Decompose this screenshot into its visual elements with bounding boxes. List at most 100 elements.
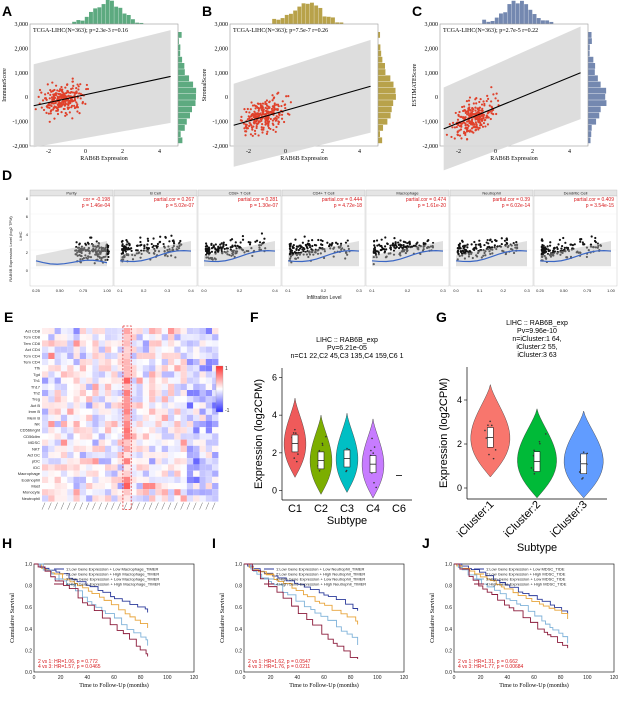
heatmap-cell xyxy=(86,464,93,471)
data-point xyxy=(76,110,79,113)
heatmap-cell xyxy=(155,396,162,403)
heatmap-cell xyxy=(142,371,150,378)
x-tick-label: 0 xyxy=(243,675,246,681)
top-histogram-bar xyxy=(80,20,85,24)
heatmap-cell xyxy=(205,359,213,366)
data-point xyxy=(270,107,274,111)
data-point xyxy=(73,104,76,108)
top-histogram-bar xyxy=(301,3,306,24)
data-point xyxy=(131,258,135,261)
heatmap-cell xyxy=(73,365,80,372)
data-point xyxy=(472,123,475,126)
data-point xyxy=(490,100,493,103)
row-label: Eosinophil xyxy=(22,477,41,482)
right-histogram-bar xyxy=(588,63,596,69)
data-point xyxy=(486,248,490,251)
data-point xyxy=(500,237,503,240)
data-point xyxy=(545,250,548,253)
heatmap-cell xyxy=(86,433,93,440)
right-histogram-bar xyxy=(378,125,384,131)
data-point xyxy=(107,250,110,253)
x-tick-label: 2 xyxy=(531,149,534,155)
y-tick-label: 0.8 xyxy=(235,584,242,590)
heatmap-cell xyxy=(123,377,131,384)
data-point xyxy=(431,241,435,245)
data-point xyxy=(56,108,60,111)
data-point xyxy=(376,244,379,247)
data-point xyxy=(512,241,515,245)
data-point xyxy=(68,111,71,114)
heatmap-cell xyxy=(212,439,219,446)
heatmap-cell xyxy=(155,377,162,384)
y-tick-label: 2,000 xyxy=(425,46,439,52)
data-point xyxy=(248,121,251,124)
data-point xyxy=(80,245,84,248)
data-point xyxy=(130,247,133,250)
heatmap-cell xyxy=(111,452,118,459)
y-tick-label: 0.0 xyxy=(445,670,452,676)
data-point xyxy=(560,247,563,250)
data-point xyxy=(389,246,392,249)
row-label: Th17 xyxy=(31,384,41,389)
data-point xyxy=(51,90,54,93)
heatmap-cell xyxy=(105,452,112,459)
heatmap-cell xyxy=(98,464,105,471)
jitter-point xyxy=(533,449,535,452)
heatmap-cell xyxy=(98,433,105,440)
column-label-tick xyxy=(48,502,52,510)
data-point xyxy=(164,236,167,239)
data-point xyxy=(275,118,278,121)
data-point xyxy=(96,250,99,253)
facet-title: CD4+ T Cell xyxy=(313,190,335,195)
data-point xyxy=(273,102,276,105)
heatmap-cell xyxy=(205,483,213,490)
heatmap-cell xyxy=(92,365,99,372)
data-point xyxy=(46,83,49,86)
heatmap-cell xyxy=(98,476,105,483)
heatmap-cell xyxy=(79,408,87,415)
heatmap-cell xyxy=(180,408,187,415)
heatmap-cell xyxy=(98,439,105,446)
heatmap-cell xyxy=(54,371,61,378)
heatmap-cell xyxy=(79,458,87,465)
panel-letter: F xyxy=(250,309,259,325)
jitter-point xyxy=(292,432,295,434)
data-point xyxy=(250,247,253,250)
data-point xyxy=(217,250,220,253)
data-point xyxy=(146,243,149,246)
heatmap-cell xyxy=(155,352,162,359)
data-point xyxy=(326,241,329,244)
column-label-tick xyxy=(130,502,134,510)
data-point xyxy=(281,100,284,103)
data-point xyxy=(289,244,292,247)
heatmap-cell xyxy=(180,334,187,341)
stat-pvalue: p = 1.30e-07 xyxy=(250,203,278,209)
data-point xyxy=(470,127,474,130)
x-tick-label: 80 xyxy=(138,675,144,681)
loess-line xyxy=(455,250,528,263)
heatmap-cell xyxy=(186,483,194,490)
x-tick-label: 120 xyxy=(190,675,199,681)
heatmap-cell xyxy=(117,464,124,471)
right-histogram-bar xyxy=(588,125,592,131)
plot-title: n=C1 22,C2 45,C3 135,C4 159,C6 1 xyxy=(290,353,403,360)
heatmap-cell xyxy=(136,483,143,490)
y-tick-label: 2 xyxy=(272,448,277,458)
data-point xyxy=(576,250,579,253)
data-point xyxy=(53,117,56,120)
data-point xyxy=(78,92,81,95)
heatmap-cell xyxy=(149,340,156,347)
data-point xyxy=(265,118,269,122)
data-point xyxy=(472,248,475,251)
heatmap-cell xyxy=(42,396,49,403)
data-point xyxy=(515,243,519,246)
x-tick-label: 0.0 xyxy=(201,288,207,293)
data-point xyxy=(261,106,264,109)
data-point xyxy=(491,252,494,255)
stat-annotation: TCGA-LIHC(N=363); p=2.7e-5 r=0.22 xyxy=(443,27,538,34)
data-point xyxy=(257,106,260,110)
heatmap-cell xyxy=(130,495,137,502)
heatmap-cell xyxy=(48,427,55,434)
data-point xyxy=(453,137,456,140)
heatmap-cell xyxy=(92,464,99,471)
